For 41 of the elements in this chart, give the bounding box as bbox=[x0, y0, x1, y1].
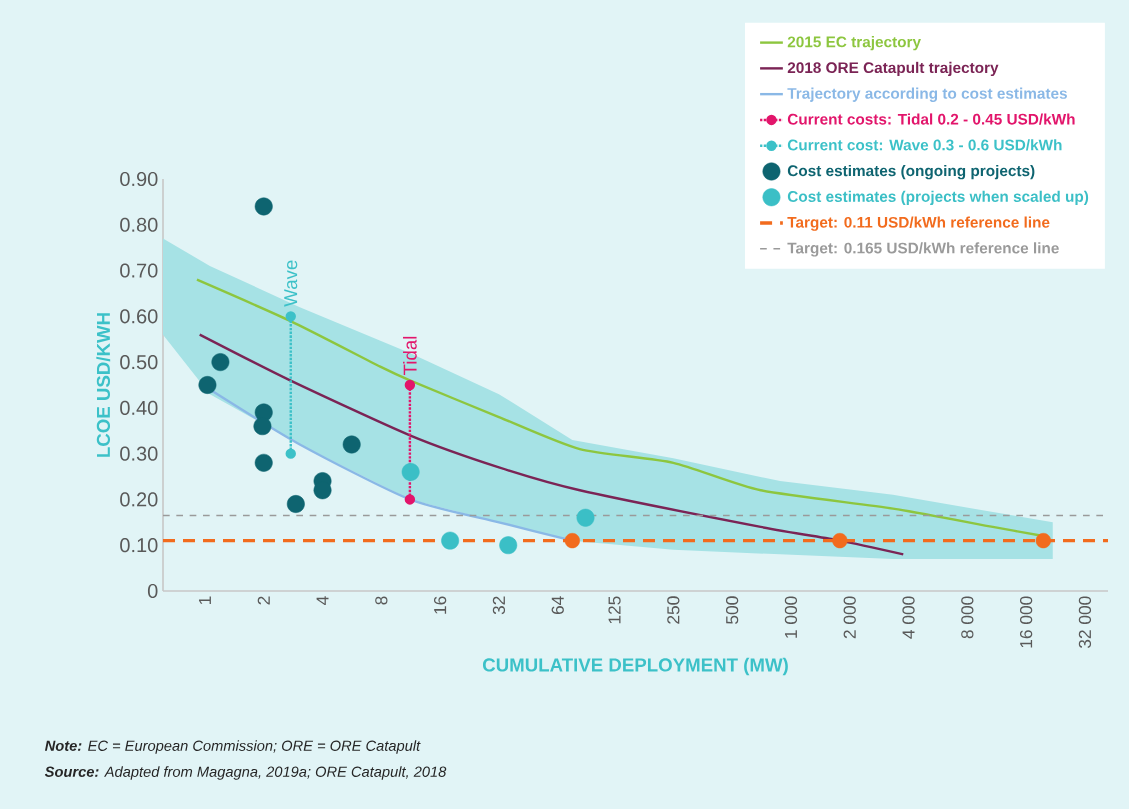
x-tick-label: 500 bbox=[725, 596, 739, 624]
x-tick-label: 1 bbox=[198, 596, 211, 605]
legend-label: Target: 0.11 USD/kWh reference line bbox=[787, 216, 1050, 231]
x-tick-label: 32 000 bbox=[1078, 596, 1092, 649]
x-tick-label: 2 000 bbox=[843, 596, 856, 639]
legend-label: 2015 EC trajectory bbox=[787, 36, 921, 51]
x-tick-label: 64 bbox=[551, 596, 564, 615]
y-tick-label: 0.60 bbox=[120, 309, 158, 324]
x-tick-label: 125 bbox=[608, 596, 621, 624]
annotation: Wave bbox=[284, 260, 298, 307]
x-tick-label: 250 bbox=[667, 596, 680, 624]
x-tick-label: 4 000 bbox=[902, 596, 915, 639]
y-tick-label: 0.10 bbox=[120, 538, 158, 553]
legend-label: Cost estimates (ongoing projects) bbox=[787, 164, 1035, 180]
legend-label: Cost estimates (projects when scaled up) bbox=[787, 190, 1089, 205]
x-tick-label: 32 bbox=[492, 596, 506, 615]
y-tick-label: 0.20 bbox=[120, 492, 158, 507]
legend-label: Current costs: Tidal 0.2 - 0.45 USD/kWh bbox=[787, 113, 1075, 125]
x-tick-label: 8 bbox=[375, 596, 388, 605]
x-tick-label: 4 bbox=[316, 596, 329, 605]
legend-label: Current cost: Wave 0.3 - 0.6 USD/kWh bbox=[787, 139, 1062, 151]
x-tick-label: 1 000 bbox=[784, 596, 798, 638]
y-tick-label: 0.40 bbox=[120, 400, 158, 415]
legend-label: Trajectory according to cost estimates bbox=[787, 87, 1067, 102]
x-tick-label: 16 000 bbox=[1019, 596, 1033, 648]
text: Note: EC = European Commission; ORE = ORE Catapult bbox=[44, 740, 421, 754]
y-tick-label: 0 bbox=[147, 583, 158, 599]
annotation: Tidal bbox=[403, 336, 417, 375]
y-tick-label: 0.50 bbox=[120, 355, 158, 370]
y-tick-label: 0.30 bbox=[120, 446, 158, 461]
x-tick-label: 8 000 bbox=[961, 596, 974, 639]
y-axis-title: LCOE USD/KWH bbox=[96, 313, 111, 457]
legend-label: 2018 ORE Catapult trajectory bbox=[787, 61, 999, 77]
y-tick-label: 0.90 bbox=[120, 171, 158, 187]
y-tick-label: 0.80 bbox=[120, 217, 158, 232]
text: Source: Adapted from Magagna, 2019a; ORE Catapult, 2018 bbox=[44, 766, 447, 780]
x-tick-label: 2 bbox=[257, 596, 270, 605]
x-tick-label: 16 bbox=[434, 596, 447, 614]
x-axis-title: CUMULATIVE DEPLOYMENT (MW) bbox=[482, 657, 788, 676]
y-tick-label: 0.70 bbox=[120, 263, 158, 278]
legend-label: Target: 0.165 USD/kWh reference line bbox=[787, 242, 1059, 257]
